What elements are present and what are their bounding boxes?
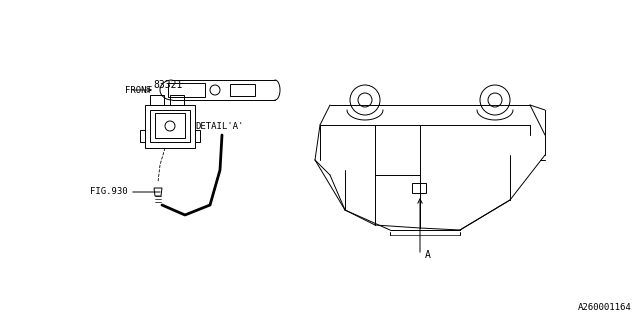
Text: 83321: 83321 [154,80,182,90]
Text: DETAIL'A': DETAIL'A' [196,122,244,131]
Text: FIG.930: FIG.930 [90,188,128,196]
Text: A: A [425,250,431,260]
Text: FRONT: FRONT [125,85,152,94]
Text: A260001164: A260001164 [579,303,632,312]
